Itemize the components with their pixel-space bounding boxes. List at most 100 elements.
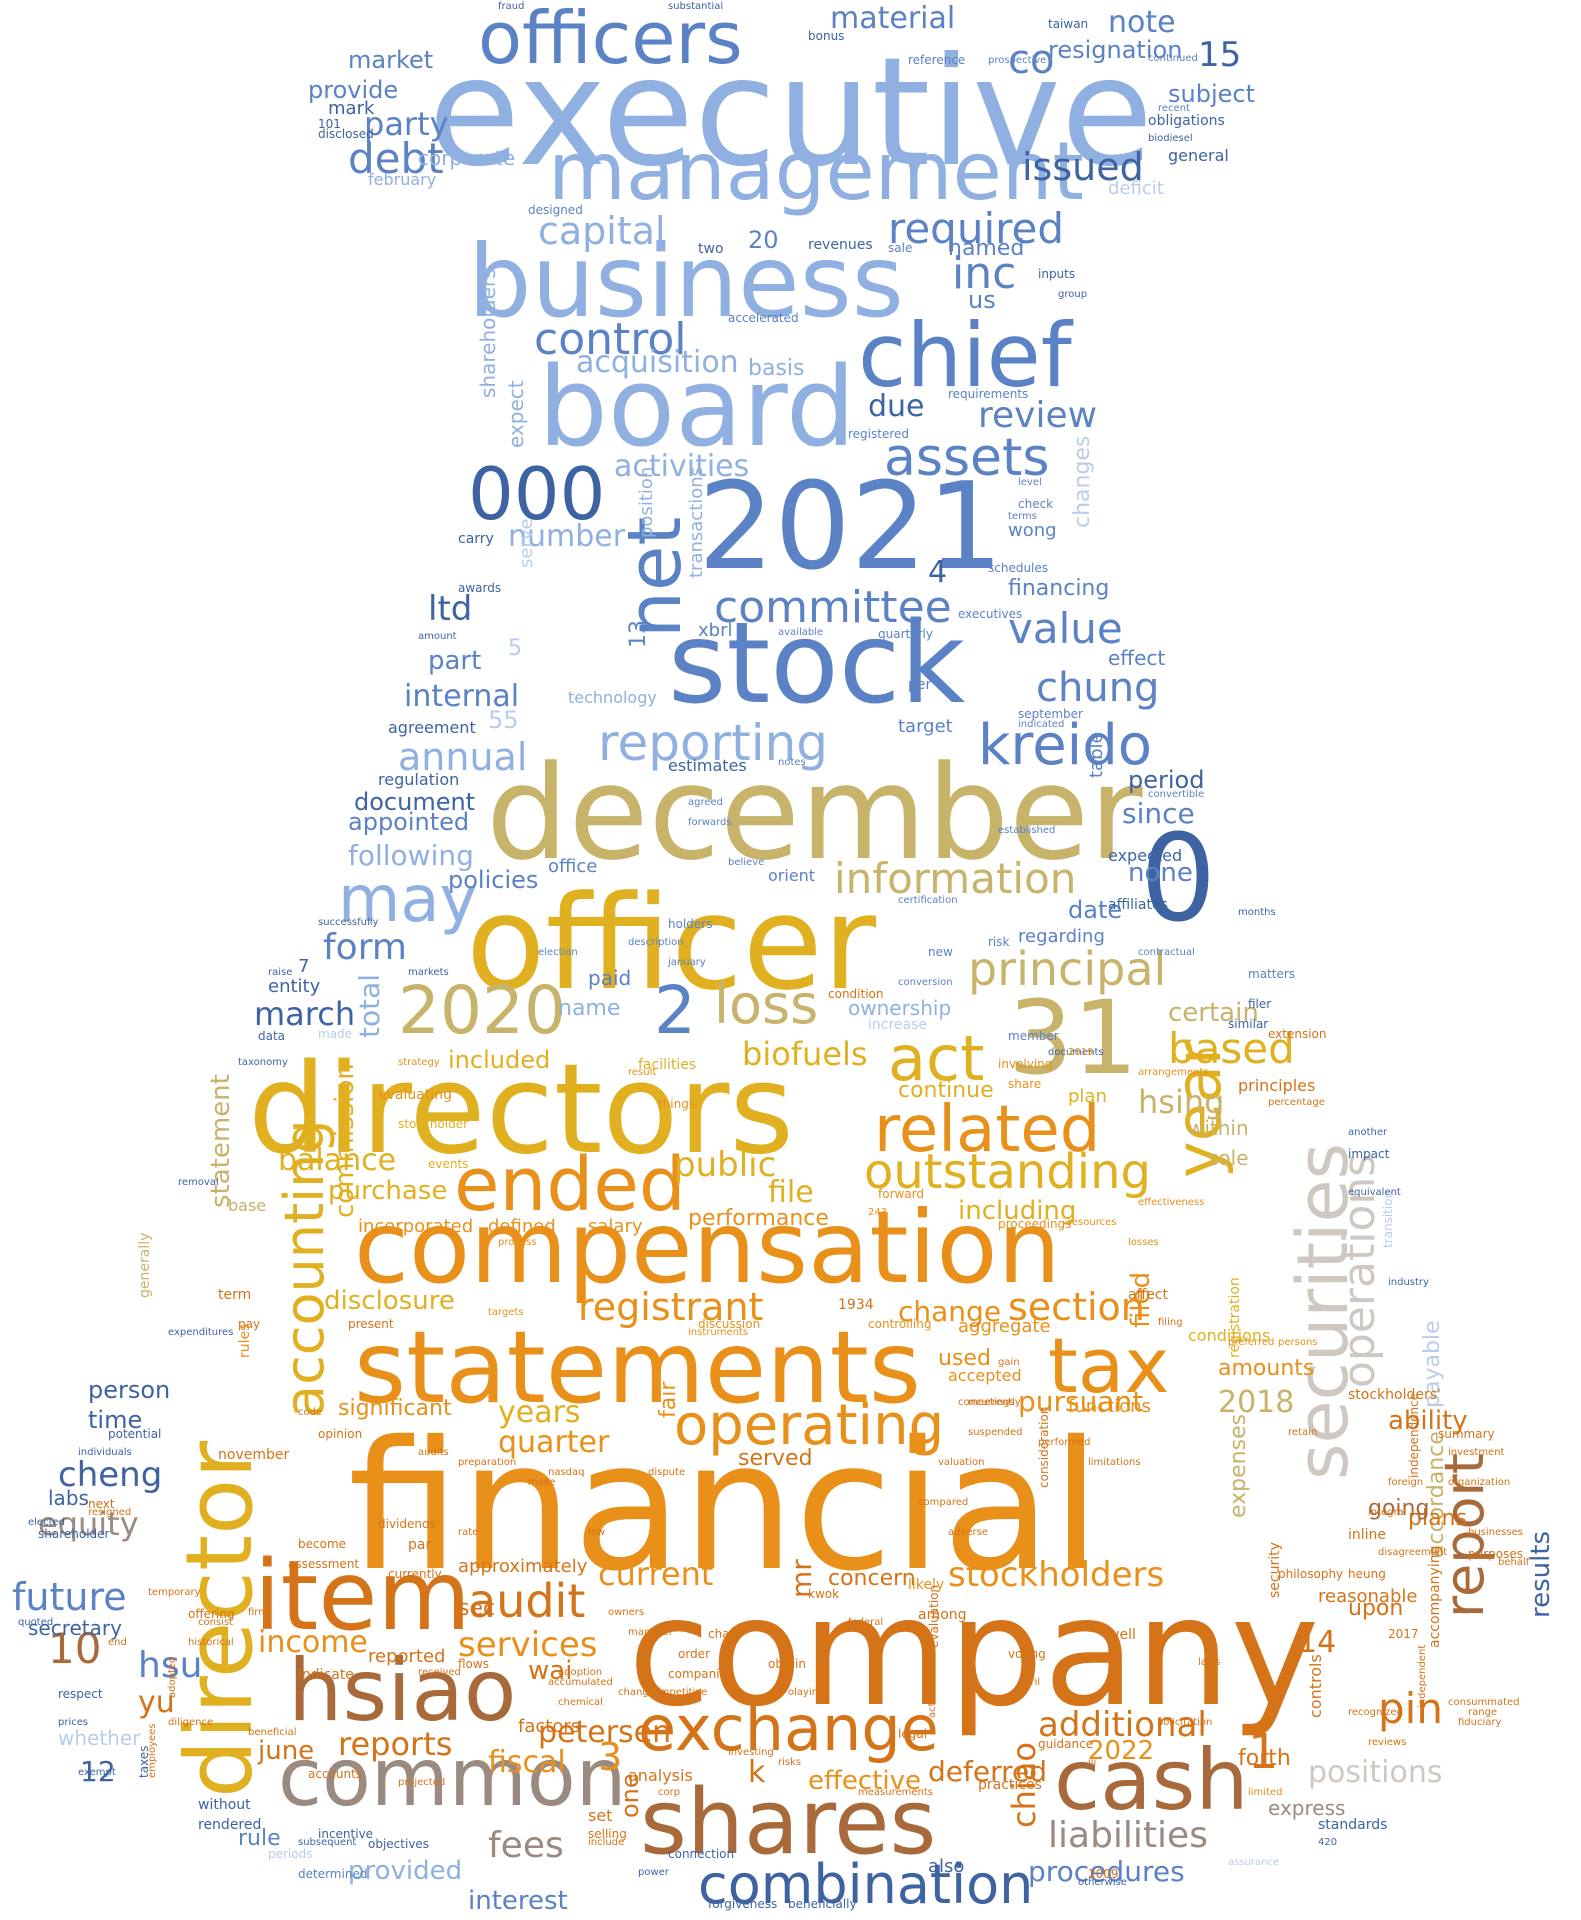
word-review: review — [978, 395, 1098, 436]
word-debt: debt — [348, 134, 444, 183]
word-actual: actual — [927, 1687, 938, 1718]
word-filer: filer — [1248, 997, 1272, 1011]
word-laws: laws — [1198, 1657, 1221, 1668]
word-manager: manager — [628, 1627, 673, 1638]
word-n7: 7 — [298, 956, 310, 977]
word-june: june — [258, 1736, 315, 1766]
word-among: among — [918, 1607, 967, 1623]
word-future: future — [12, 1575, 127, 1619]
word-general: general — [1168, 146, 1229, 165]
word-effectiveness: effectiveness — [1138, 1197, 1205, 1208]
word-two: two — [698, 241, 724, 257]
word-fair: fair — [656, 1381, 681, 1418]
word-base: base — [228, 1196, 267, 1215]
word-december: december — [486, 737, 1143, 889]
word-wong: wong — [1008, 520, 1057, 541]
word-co: co — [1008, 37, 1055, 83]
word-matters: matters — [1248, 967, 1296, 981]
word-measurements: measurements — [858, 1787, 933, 1798]
word-things: things — [658, 1097, 696, 1111]
word-removal: removal — [178, 1177, 219, 1188]
word-proceedings: proceedings — [998, 1217, 1072, 1231]
word-analysis: analysis — [628, 1766, 693, 1785]
word-september: september — [1018, 707, 1083, 721]
word-consummated: consummated — [1448, 1697, 1520, 1708]
word-performance: performance — [688, 1206, 829, 1231]
word-incorporated: incorporated — [358, 1216, 474, 1237]
word-stockholder: stockholder — [398, 1117, 469, 1131]
word-likely: likely — [908, 1577, 945, 1593]
word-november: november — [218, 1447, 290, 1463]
word-firm: firm — [248, 1607, 268, 1618]
word-taiwan: taiwan — [1048, 17, 1089, 31]
word-chief: chief — [858, 304, 1072, 407]
word-n000: 000 — [468, 452, 606, 536]
word-biodiesel: biodiesel — [1148, 133, 1193, 144]
word-n2020: 2020 — [398, 972, 566, 1049]
word-targets: targets — [488, 1307, 524, 1318]
word-interest: interest — [468, 1886, 568, 1916]
word-financial: financial — [348, 1403, 1101, 1610]
word-february: february — [368, 170, 437, 189]
word-factors: factors — [518, 1716, 581, 1737]
word-currently: currently — [388, 1567, 442, 1581]
word-agreed: agreed — [688, 797, 724, 808]
word-regulation: regulation — [378, 770, 460, 789]
word-recognized: recognized — [1348, 1707, 1403, 1718]
word-basis: basis — [748, 356, 805, 381]
word-meetings: meetings — [968, 1397, 1015, 1408]
word-aggregate: aggregate — [958, 1316, 1051, 1337]
word-based: based — [1168, 1024, 1295, 1073]
word-exchange: exchange — [638, 1692, 939, 1765]
word-none: none — [1128, 858, 1193, 888]
word-balance: balance — [278, 1143, 397, 1178]
word-controls: controls — [1306, 1654, 1325, 1718]
word-following: following — [348, 839, 474, 872]
word-hsu: hsu — [138, 1645, 203, 1686]
word-performed: performed — [1038, 1437, 1091, 1448]
word-objectives: objectives — [368, 1837, 430, 1851]
word-flows: flows — [458, 1657, 489, 1671]
word-directors: directors — [248, 1038, 794, 1182]
word-sale: sale — [888, 241, 913, 255]
word-n10: 10 — [48, 1624, 102, 1673]
word-principles: principles — [1238, 1076, 1316, 1095]
word-quarterly: quarterly — [878, 627, 933, 641]
word-industry: industry — [1388, 1277, 1429, 1288]
word-document: document — [354, 788, 476, 816]
word-reporting: reporting — [598, 714, 829, 772]
word-member: member — [1008, 1029, 1059, 1043]
word-cash: cash — [1054, 1731, 1249, 1829]
word-capital: capital — [538, 209, 666, 253]
word-executive: executive — [428, 26, 1154, 200]
word-subject: subject — [1168, 80, 1255, 108]
word-n243: 243 — [868, 1207, 888, 1218]
word-included: included — [448, 1046, 551, 1074]
word-condition: condition — [828, 987, 884, 1001]
word-rendered: rendered — [198, 1817, 262, 1833]
word-generally: generally — [137, 1232, 153, 1298]
word-accordance: accordance — [1424, 1431, 1449, 1558]
word-valuation: valuation — [938, 1457, 985, 1468]
word-assurance: assurance — [1228, 1857, 1280, 1868]
word-statements: statements — [354, 1309, 921, 1426]
word-group: group — [1058, 289, 1088, 300]
word-diligence: diligence — [168, 1717, 214, 1728]
word-increase: increase — [868, 1017, 928, 1033]
word-ended: ended — [454, 1142, 686, 1228]
word-affect: affect — [1128, 1287, 1169, 1303]
word-number: number — [508, 519, 626, 554]
word-positions: positions — [1308, 1755, 1443, 1790]
word-employees: employees — [147, 1723, 158, 1778]
word-another: another — [1348, 1127, 1388, 1138]
word-services: services — [458, 1625, 598, 1665]
word-also: also — [928, 1856, 965, 1877]
word-accepted: accepted — [948, 1366, 1022, 1385]
word-inline: inline — [1348, 1527, 1387, 1543]
word-individuals: individuals — [78, 1447, 132, 1458]
word-k: k — [748, 1755, 766, 1790]
word-connection: connection — [668, 1847, 735, 1861]
word-act: act — [888, 1022, 985, 1095]
word-federal: federal — [848, 1617, 884, 1628]
word-raise: raise — [268, 967, 293, 978]
